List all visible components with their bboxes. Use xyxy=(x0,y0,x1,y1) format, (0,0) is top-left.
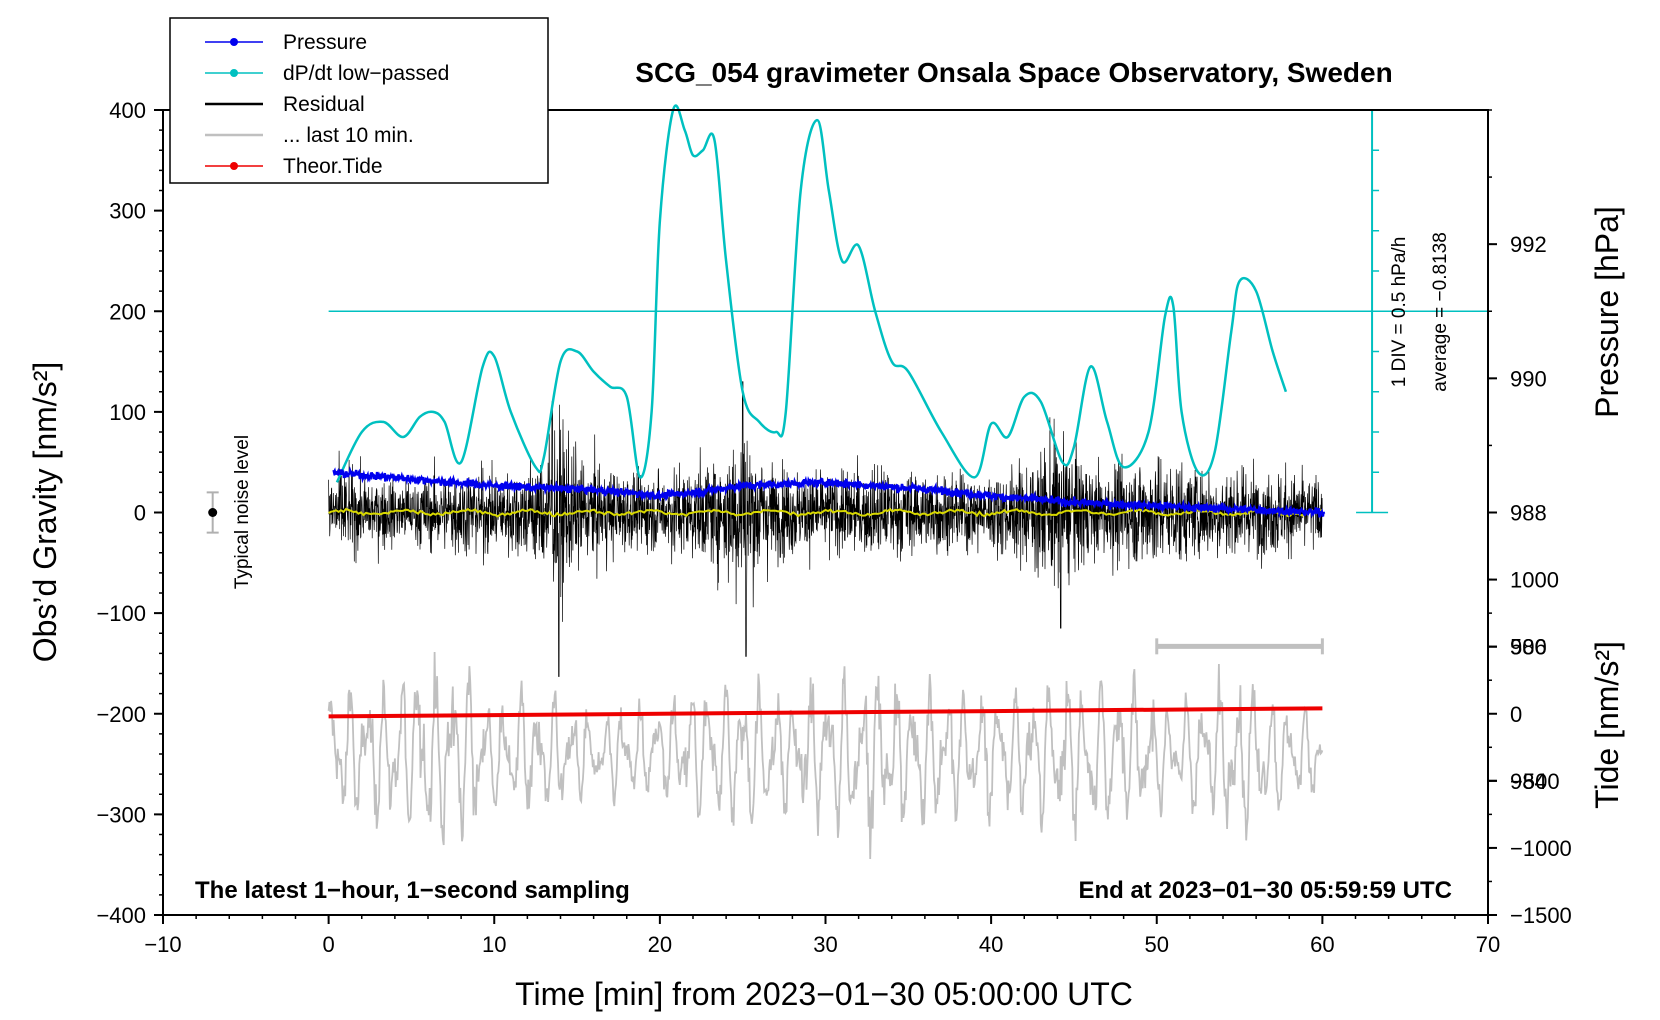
y-tick-label: −400 xyxy=(96,903,146,928)
tide-tick-label: −1500 xyxy=(1510,903,1572,928)
tide-tick-label: 1000 xyxy=(1510,568,1559,593)
x-axis-label: Time [min] from 2023−01−30 05:00:00 UTC xyxy=(515,976,1133,1012)
x-tick-label: 20 xyxy=(648,932,672,957)
pressure-tick-label: 990 xyxy=(1510,366,1547,391)
y-tick-label: −300 xyxy=(96,802,146,827)
tide-line xyxy=(328,706,1323,719)
pressure-axis-ticks: 992 990 988 986 984 xyxy=(1488,109,1547,849)
legend-label: Residual xyxy=(283,93,365,116)
pressure-line xyxy=(332,466,1326,519)
y-axis-left-label: Obs’d Gravity [nm/s²] xyxy=(27,362,63,663)
pressure-tick-label: 984 xyxy=(1510,769,1547,794)
average-text: average = −0.8138 xyxy=(1430,232,1451,392)
pressure-tick-label: 986 xyxy=(1510,635,1547,660)
x-tick-label: 60 xyxy=(1310,932,1334,957)
y-tick-label: 0 xyxy=(134,501,146,526)
x-tick-label: 0 xyxy=(323,932,335,957)
y-tick-label: 100 xyxy=(109,400,146,425)
x-tick-label: 50 xyxy=(1145,932,1169,957)
x-tick-label: 40 xyxy=(979,932,1003,957)
tide-tick-label: 0 xyxy=(1510,702,1522,727)
y-tick-label: −100 xyxy=(96,601,146,626)
tide-tick-label: −1000 xyxy=(1510,836,1572,861)
noise-label: Typical noise level xyxy=(232,435,253,589)
legend: Pressure dP/dt low−passed Residual ... last… xyxy=(169,17,549,184)
scale-bar-text: 1 DIV = 0.5 hPa/h xyxy=(1389,237,1410,388)
x-axis-ticks: −10 0 10 20 30 40 50 60 70 xyxy=(144,915,1500,957)
residual-mean-series xyxy=(328,507,1323,518)
right-note: End at 2023−01−30 05:59:59 UTC xyxy=(1078,877,1452,904)
tide-tick-label: −500 xyxy=(1510,769,1560,794)
last-10-min-bar xyxy=(1155,638,1324,655)
y-tick-label: 400 xyxy=(109,98,146,123)
legend-label: Theor.Tide xyxy=(283,155,383,178)
left-axis-ticks: 400 300 200 100 0 −100 −200 −300 −400 xyxy=(96,98,163,928)
pressure-series xyxy=(332,466,1326,519)
legend-label: Pressure xyxy=(283,31,367,54)
y-tick-label: 300 xyxy=(109,199,146,224)
legend-label: ... last 10 min. xyxy=(283,124,414,147)
y-tick-label: −200 xyxy=(96,702,146,727)
tide-axis-label: Tide [nm/s²] xyxy=(1589,641,1625,809)
x-tick-label: 30 xyxy=(813,932,837,957)
pressure-axis-label: Pressure [hPa] xyxy=(1589,206,1625,418)
noise-level-marker xyxy=(206,491,219,534)
x-tick-label: 70 xyxy=(1476,932,1500,957)
tide-axis-ticks: 1000 500 0 −500 −1000 −1500 xyxy=(1488,568,1572,928)
legend-marker xyxy=(230,38,238,46)
dpdt-line xyxy=(335,104,1288,483)
tide-tick-label: 500 xyxy=(1510,635,1547,660)
legend-items: Pressure dP/dt low−passed Residual ... last… xyxy=(205,31,449,178)
x-tick-label: −10 xyxy=(144,932,181,957)
pressure-tick-label: 992 xyxy=(1510,232,1547,257)
x-tick-label: 10 xyxy=(482,932,506,957)
dpdt-series xyxy=(335,104,1288,483)
pressure-tick-label: 988 xyxy=(1510,501,1547,526)
noise-point xyxy=(208,508,218,517)
left-note: The latest 1−hour, 1−second sampling xyxy=(195,877,630,904)
y-tick-label: 200 xyxy=(109,299,146,324)
dpdt-scale-bar xyxy=(1356,109,1389,514)
residual-mean-line xyxy=(328,507,1323,518)
chart-title: SCG_054 gravimeter Onsala Space Observat… xyxy=(635,57,1392,88)
legend-marker xyxy=(230,69,238,77)
tide-series xyxy=(328,706,1323,719)
legend-label: dP/dt low−passed xyxy=(283,62,449,85)
legend-marker xyxy=(230,162,238,170)
